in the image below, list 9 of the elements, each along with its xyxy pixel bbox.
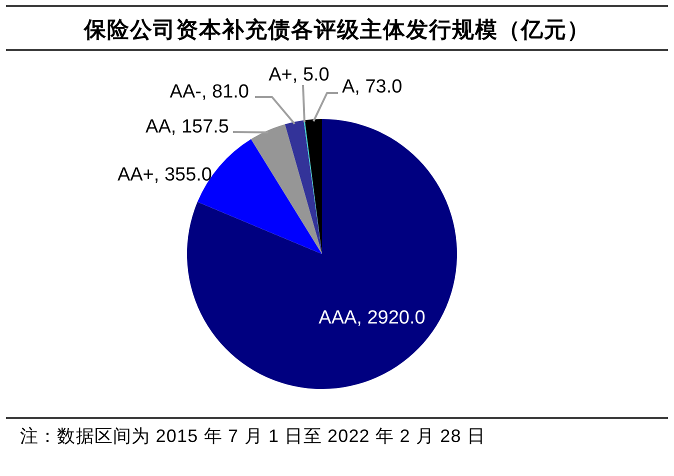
slice-label: A+, 5.0 [268,64,330,86]
slice-label: AA+, 355.0 [117,164,212,186]
text: 注：数据区间为 2015 年 7 月 1 日至 2022 年 2 月 28 日 [20,426,486,446]
slice-label: AA-, 81.0 [170,82,249,102]
chart-title: 保险公司资本补充债各评级主体发行规模（亿元） [83,17,590,43]
pie-slice [284,120,322,254]
slice-label: A, 73.0 [342,76,402,98]
slice-label: AAA, 2920.0 [318,308,426,328]
slice-label: AA, 157.5 [146,116,229,138]
